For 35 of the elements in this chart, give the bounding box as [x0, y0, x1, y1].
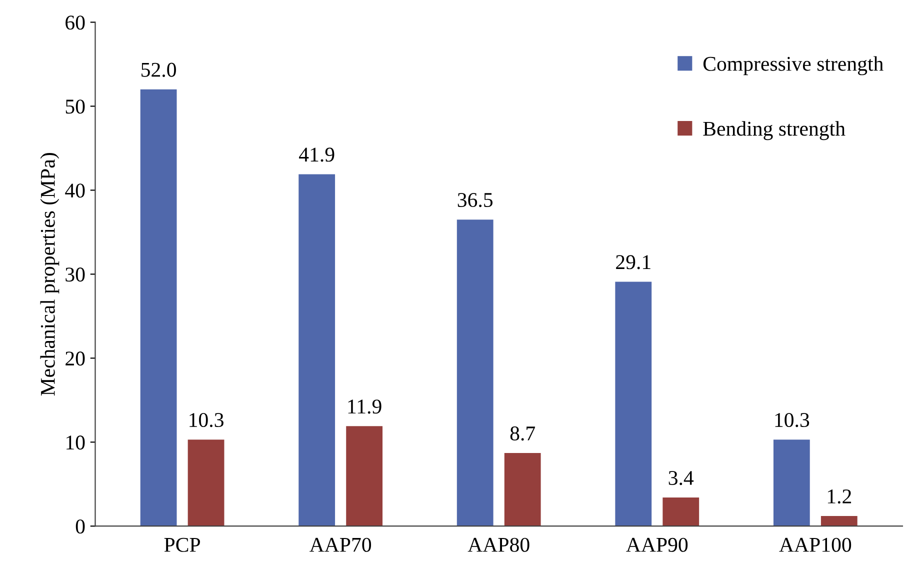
bar [820, 516, 858, 526]
legend-label: Compressive strength [703, 56, 884, 76]
y-tick-label: 40 [65, 184, 85, 198]
y-tick-label: 10 [66, 436, 85, 450]
data-label: 10.3 [775, 412, 810, 428]
x-tick-label: AAP80 [468, 538, 530, 552]
bar [188, 440, 224, 526]
data-label: 1.2 [828, 489, 852, 504]
bar [346, 426, 383, 526]
x-tick-label: AAP100 [779, 538, 852, 552]
y-axis-title: Mechanical properties (MPa) [40, 153, 60, 396]
y-tick-label: 60 [66, 16, 85, 30]
data-label: 3.4 [668, 470, 694, 486]
bar [615, 282, 652, 526]
bar [140, 89, 177, 526]
x-tick-label: AAP70 [310, 538, 372, 552]
bar [662, 498, 700, 526]
data-label: 36.5 [458, 193, 493, 208]
data-label: 8.7 [510, 426, 536, 441]
bar [298, 174, 336, 526]
data-label: 29.1 [616, 255, 650, 270]
x-tick-label: PCP [164, 538, 200, 552]
data-label: 10.3 [190, 412, 224, 428]
data-label: 11.9 [348, 400, 382, 414]
y-tick-label: 50 [66, 100, 85, 114]
y-tick-label: 0 [76, 519, 85, 534]
x-tick-label: AAP90 [626, 538, 688, 552]
y-tick-label: 30 [66, 268, 85, 282]
bar [773, 440, 810, 526]
data-label: 52.0 [142, 62, 176, 77]
y-tick-label: 20 [66, 352, 85, 366]
bar [504, 453, 541, 526]
bar [456, 220, 494, 526]
data-label: 41.9 [299, 148, 334, 162]
legend-label: Bending strength [703, 121, 846, 140]
